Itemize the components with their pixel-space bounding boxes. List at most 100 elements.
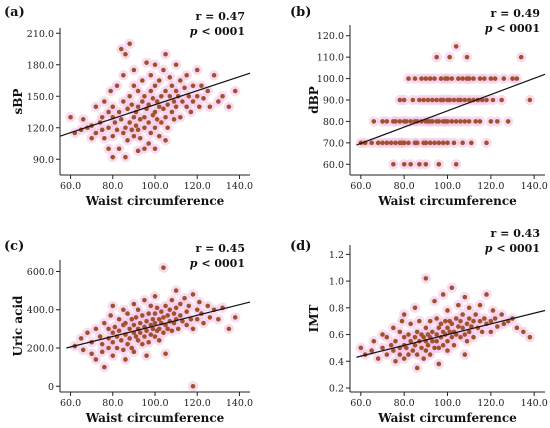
- data-point-21: [401, 356, 407, 361]
- data-point-29: [412, 334, 418, 340]
- data-point-33: [414, 140, 420, 146]
- data-point-9: [384, 119, 390, 124]
- data-point-88: [173, 305, 179, 311]
- data-point-69: [447, 54, 452, 60]
- data-point-13: [393, 358, 398, 364]
- data-point-84: [169, 297, 175, 303]
- y-tick-label: 70.0: [323, 138, 344, 149]
- data-point-36: [127, 120, 132, 125]
- data-point-99: [482, 316, 487, 321]
- data-point-111: [216, 99, 221, 104]
- data-point-27: [408, 321, 413, 327]
- data-point-116: [414, 365, 420, 371]
- data-point-37: [127, 93, 132, 99]
- data-point-94: [473, 312, 478, 317]
- p-value-threshold: < 0001: [493, 22, 541, 35]
- data-point-103: [194, 317, 200, 322]
- x-tick-label: 80.0: [102, 398, 123, 409]
- data-point-22: [112, 324, 118, 330]
- data-point-98: [184, 72, 189, 78]
- data-point-18: [399, 318, 405, 324]
- data-point-108: [207, 315, 213, 320]
- data-point-112: [527, 97, 533, 103]
- data-point-65: [445, 338, 450, 344]
- data-point-95: [182, 295, 187, 301]
- data-point-112: [226, 326, 232, 332]
- data-point-36: [127, 336, 132, 341]
- data-point-22: [401, 97, 407, 103]
- data-point-24: [114, 127, 120, 133]
- data-point-25: [406, 76, 411, 81]
- data-point-121: [163, 138, 168, 143]
- data-point-4: [80, 117, 86, 122]
- panel-label: (b): [290, 5, 311, 20]
- data-point-93: [178, 114, 183, 120]
- data-point-102: [190, 99, 196, 104]
- data-point-82: [165, 125, 170, 131]
- data-point-85: [462, 294, 468, 300]
- data-point-77: [161, 67, 166, 73]
- data-point-42: [423, 76, 429, 81]
- data-point-30: [121, 99, 126, 104]
- data-point-28: [410, 97, 416, 103]
- data-point-75: [159, 120, 164, 125]
- x-tick-label: 60.0: [60, 181, 81, 192]
- data-point-12: [391, 325, 396, 331]
- x-tick-label: 140.0: [226, 181, 253, 192]
- data-point-115: [118, 46, 124, 52]
- data-point-81: [165, 102, 170, 107]
- data-point-37: [129, 317, 135, 322]
- data-point-33: [125, 341, 130, 347]
- data-point-86: [464, 54, 470, 60]
- scatter-panel-2: 60.0 80.0 100.0 120.0 140.0 60.0 70.0 80.0 90.0 1…: [290, 5, 548, 208]
- correlation-coefficient: r = 0.45: [196, 242, 245, 255]
- data-point-10: [388, 140, 394, 146]
- data-point-29: [121, 347, 126, 353]
- regression-line: [59, 72, 251, 137]
- data-point-85: [169, 328, 175, 334]
- data-point-75: [161, 315, 166, 320]
- data-point-47: [135, 307, 141, 313]
- data-point-90: [469, 140, 474, 146]
- p-value-symbol: p: [485, 242, 493, 255]
- y-tick-label: 120.0: [317, 31, 344, 42]
- data-point-80: [165, 313, 170, 318]
- data-point-101: [488, 76, 494, 81]
- y-tick-label: 0: [48, 382, 54, 393]
- data-point-75: [451, 342, 457, 348]
- data-point-111: [514, 325, 520, 331]
- data-point-43: [133, 334, 139, 339]
- p-value-symbol: p: [190, 25, 198, 38]
- data-point-110: [216, 317, 221, 322]
- data-point-35: [127, 326, 132, 332]
- data-point-88: [466, 119, 472, 124]
- data-point-46: [135, 104, 141, 110]
- data-point-78: [456, 76, 461, 81]
- y-tick-label: 0.4: [329, 357, 344, 368]
- data-point-91: [175, 326, 181, 332]
- x-tick-label: 140.0: [226, 398, 253, 409]
- data-point-48: [135, 88, 141, 94]
- data-point-31: [412, 305, 418, 311]
- y-axis-label: IMT: [307, 305, 321, 333]
- data-point-118: [135, 148, 141, 154]
- y-tick-label: 100.0: [317, 74, 344, 85]
- data-point-31: [412, 76, 418, 81]
- data-point-86: [464, 321, 470, 327]
- scatter-panel-3: 60.0 80.0 100.0 120.0 140.0 0 200.0 400.0 600.0 W…: [4, 239, 253, 425]
- data-point-32: [123, 320, 128, 326]
- panel-label: (d): [290, 239, 311, 254]
- data-point-101: [190, 326, 196, 332]
- data-point-16: [397, 119, 403, 124]
- data-point-107: [501, 76, 507, 81]
- data-point-94: [178, 78, 183, 83]
- x-tick-label: 60.0: [350, 181, 371, 192]
- data-point-66: [152, 109, 158, 115]
- y-tick-label: 90.0: [323, 96, 344, 107]
- panel-label: (a): [4, 5, 25, 20]
- data-point-13: [102, 364, 107, 370]
- data-point-67: [445, 140, 450, 146]
- data-point-25: [406, 352, 411, 357]
- data-point-67: [152, 83, 158, 89]
- data-point-62: [440, 97, 446, 103]
